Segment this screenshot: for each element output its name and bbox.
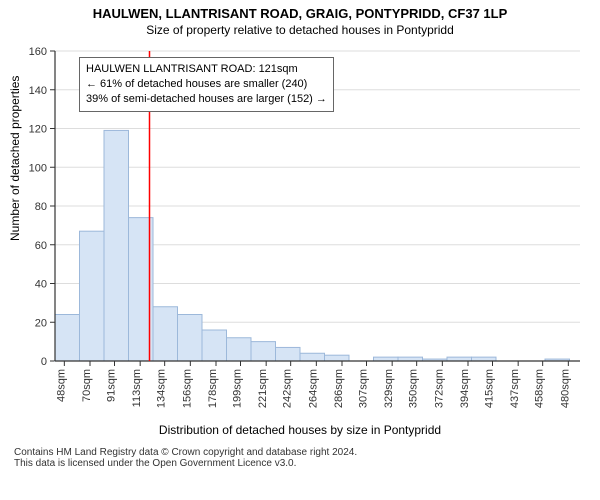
title-main: HAULWEN, LLANTRISANT ROAD, GRAIG, PONTYP… xyxy=(0,0,600,21)
x-tick-label: 350sqm xyxy=(408,369,420,408)
y-tick-label: 20 xyxy=(35,317,47,329)
x-axis-label: Distribution of detached houses by size … xyxy=(0,421,600,437)
chart-wrap: Number of detached properties HAULWEN LL… xyxy=(0,41,600,441)
bar xyxy=(300,353,325,361)
y-tick-label: 140 xyxy=(29,85,47,97)
bar xyxy=(80,231,105,361)
footer-line1: Contains HM Land Registry data © Crown c… xyxy=(14,447,600,458)
x-tick-label: 70sqm xyxy=(81,369,93,402)
x-tick-label: 199sqm xyxy=(232,369,244,408)
x-tick-label: 415sqm xyxy=(484,369,496,408)
y-tick-label: 80 xyxy=(35,201,47,213)
x-tick-label: 113sqm xyxy=(131,369,143,407)
x-tick-label: 156sqm xyxy=(181,369,193,408)
bar xyxy=(251,342,276,361)
bar xyxy=(153,307,178,361)
annot-line2: ← 61% of detached houses are smaller (24… xyxy=(86,77,327,92)
x-tick-label: 458sqm xyxy=(534,369,546,408)
title-sub: Size of property relative to detached ho… xyxy=(0,21,600,41)
x-tick-label: 480sqm xyxy=(559,369,571,408)
bar xyxy=(325,355,350,361)
x-tick-label: 372sqm xyxy=(433,369,445,408)
x-tick-label: 437sqm xyxy=(509,369,521,408)
y-tick-label: 100 xyxy=(29,162,47,174)
bar xyxy=(178,315,203,362)
y-tick-label: 160 xyxy=(29,46,47,58)
x-tick-label: 48sqm xyxy=(55,369,67,402)
x-tick-label: 307sqm xyxy=(358,369,370,408)
x-tick-label: 134sqm xyxy=(156,369,168,408)
x-tick-label: 329sqm xyxy=(383,369,395,408)
footer: Contains HM Land Registry data © Crown c… xyxy=(0,441,600,469)
x-tick-label: 221sqm xyxy=(257,369,269,408)
y-tick-label: 120 xyxy=(29,124,47,136)
bar xyxy=(55,315,80,362)
x-tick-label: 394sqm xyxy=(459,369,471,408)
bar xyxy=(202,330,227,361)
x-tick-label: 286sqm xyxy=(333,369,345,408)
x-tick-label: 264sqm xyxy=(307,369,319,408)
y-axis-label: Number of detached properties xyxy=(8,76,22,241)
x-tick-label: 178sqm xyxy=(207,369,219,408)
x-tick-label: 91sqm xyxy=(106,369,118,402)
y-tick-label: 0 xyxy=(41,356,47,368)
annotation-box: HAULWEN LLANTRISANT ROAD: 121sqm ← 61% o… xyxy=(79,57,334,112)
bar xyxy=(227,338,252,361)
bar xyxy=(104,130,129,361)
bar xyxy=(276,347,301,361)
y-tick-label: 60 xyxy=(35,240,47,252)
titles: HAULWEN, LLANTRISANT ROAD, GRAIG, PONTYP… xyxy=(0,0,600,41)
footer-line2: This data is licensed under the Open Gov… xyxy=(14,458,600,469)
y-tick-label: 40 xyxy=(35,279,47,291)
chart-container: HAULWEN, LLANTRISANT ROAD, GRAIG, PONTYP… xyxy=(0,0,600,500)
annot-line3: 39% of semi-detached houses are larger (… xyxy=(86,92,327,107)
x-tick-label: 242sqm xyxy=(282,369,294,408)
annot-line1: HAULWEN LLANTRISANT ROAD: 121sqm xyxy=(86,62,327,77)
